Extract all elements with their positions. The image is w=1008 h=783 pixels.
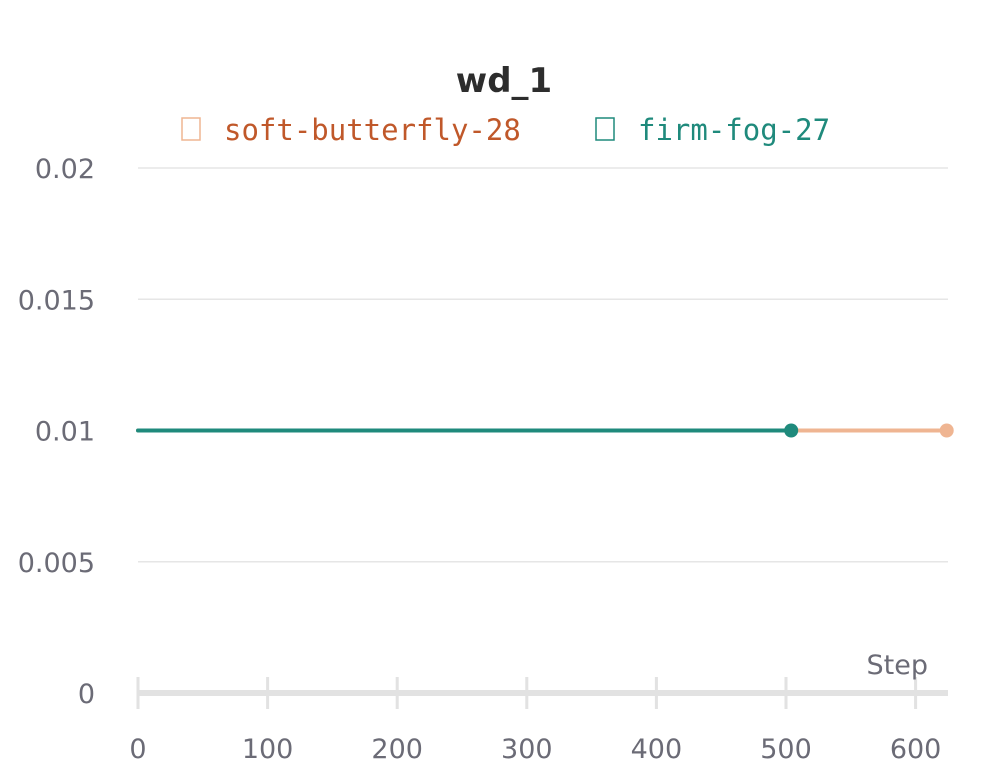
y-axis-ticks: 0 0.005 0.01 0.015 0.02 xyxy=(18,154,95,710)
x-tick-label: 600 xyxy=(890,734,942,765)
y-tick-label: 0.015 xyxy=(18,285,95,316)
x-axis-label: Step xyxy=(867,650,928,681)
x-axis: 0 100 200 300 400 500 600 xyxy=(129,677,948,765)
y-tick-label: 0.01 xyxy=(35,417,95,448)
grid-lines xyxy=(138,167,948,563)
x-tick-label: 100 xyxy=(242,734,294,765)
x-tick-label: 200 xyxy=(371,734,423,765)
legend: soft-butterfly-28 firm-fog-27 xyxy=(181,113,830,147)
series-end-point-1 xyxy=(939,423,954,438)
series-end-point-2 xyxy=(784,423,799,438)
legend-label-1: soft-butterfly-28 xyxy=(224,113,521,147)
x-tick-label: 400 xyxy=(631,734,683,765)
series-lines xyxy=(136,423,954,438)
chart-title: wd_1 xyxy=(456,61,552,101)
y-tick-label: 0.02 xyxy=(35,154,95,185)
x-tick-label: 500 xyxy=(760,734,812,765)
legend-swatch-2 xyxy=(595,117,615,141)
legend-swatch-1 xyxy=(181,117,201,141)
x-tick-label: 300 xyxy=(501,734,553,765)
x-tick-label: 0 xyxy=(129,734,146,765)
y-tick-label: 0 xyxy=(78,679,95,710)
legend-label-2: firm-fog-27 xyxy=(638,113,830,147)
y-tick-label: 0.005 xyxy=(18,548,95,579)
